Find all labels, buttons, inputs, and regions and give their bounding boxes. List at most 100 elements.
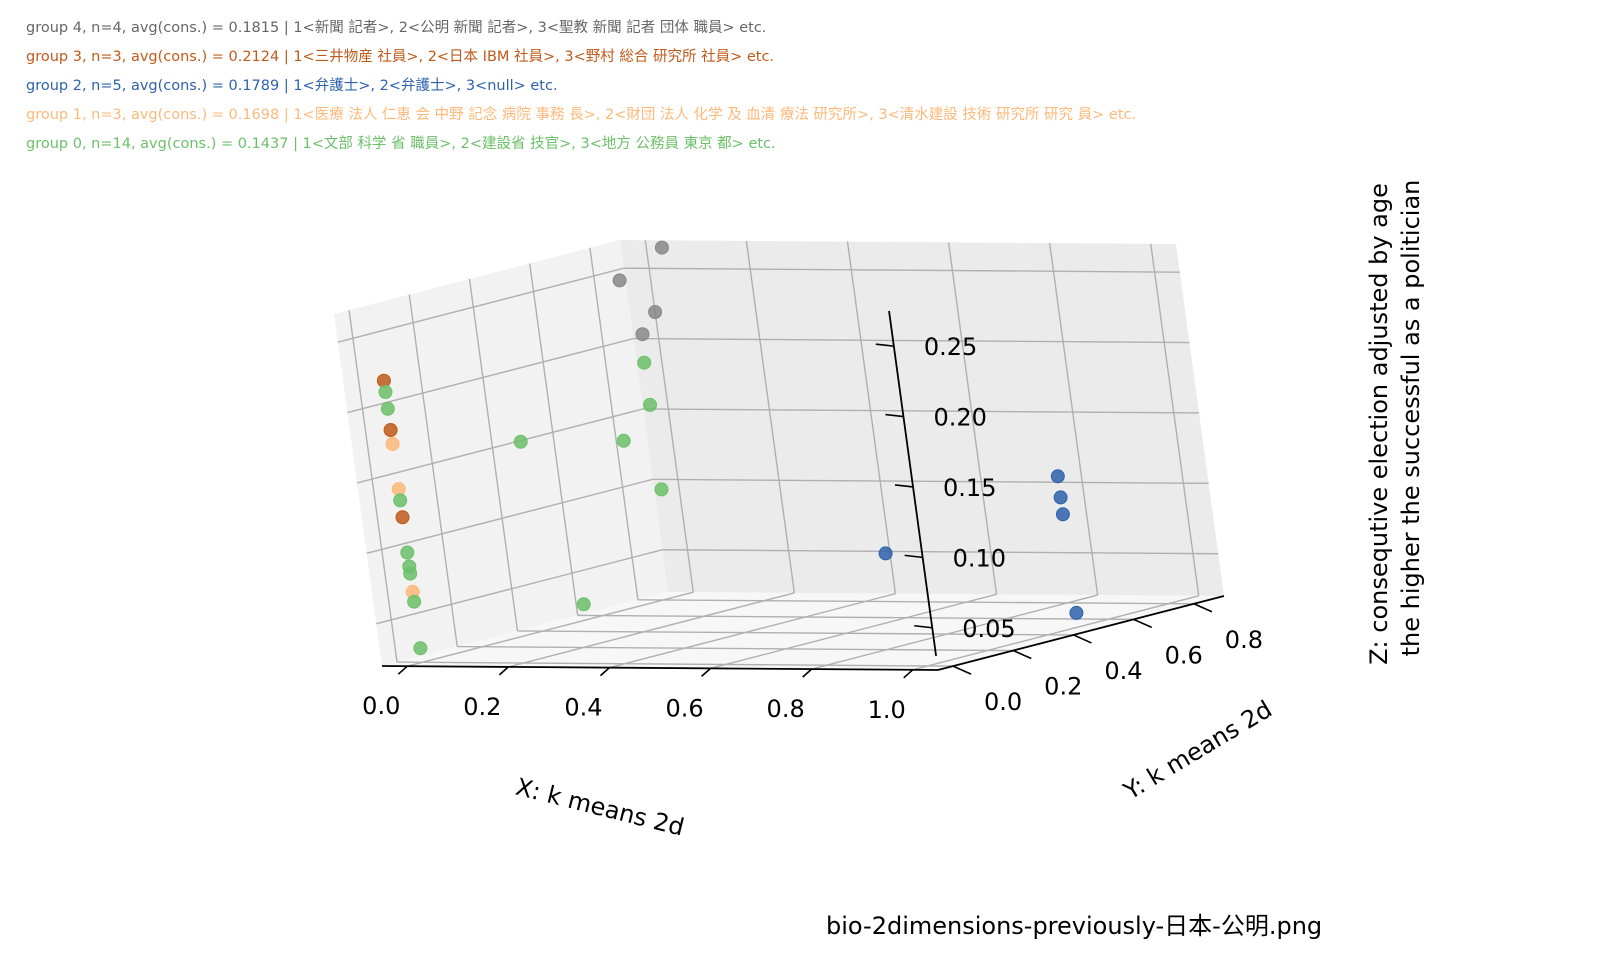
legend-entry: group 4, n=4, avg(cons.) = 0.1815 | 1<新聞…	[26, 20, 767, 36]
grid-line-x-floor	[710, 593, 997, 670]
grid-line-z-left	[356, 408, 644, 484]
x-tick-mark	[498, 666, 509, 676]
grid-line-z-back	[652, 478, 1209, 485]
z-tick-mark	[885, 413, 904, 418]
x-axis-label: X: k means 2d	[513, 773, 687, 842]
y-tick-label: 0.2	[1044, 673, 1082, 701]
data-point-group-2	[878, 546, 893, 561]
x-tick-mark	[903, 669, 914, 679]
floor-pane	[382, 592, 1224, 670]
axis-lines	[381, 310, 1225, 671]
data-point-group-0	[513, 434, 528, 449]
z-tick-mark	[875, 343, 894, 347]
y-tick-mark	[952, 665, 972, 675]
data-point-group-4	[612, 273, 627, 288]
legend-entry: group 1, n=3, avg(cons.) = 0.1698 | 1<医療…	[26, 107, 1137, 123]
grid-line-z-left	[366, 478, 653, 555]
data-point-group-4	[635, 327, 650, 342]
y-tick-label: 0.8	[1225, 626, 1263, 654]
grid-line-x-back	[644, 240, 694, 593]
grid-line-x-floor	[508, 592, 795, 668]
grid-line-x-back	[1048, 242, 1099, 596]
data-point-group-0	[654, 482, 669, 497]
y-axis-label: Y: k means 2d	[1118, 695, 1277, 806]
grid-line-x-floor	[912, 595, 1199, 671]
grid-line-y-left	[589, 247, 639, 600]
data-point-group-0	[403, 566, 418, 581]
data-point-group-0	[576, 597, 591, 612]
y-tick-label: 0.0	[984, 688, 1022, 716]
grid-line-x-back	[1150, 243, 1200, 596]
z-tick-mark	[904, 554, 923, 559]
grid-line-y-left	[408, 294, 458, 647]
data-point-group-1	[385, 437, 400, 451]
grid-line-z-back	[623, 267, 1180, 273]
grid-line-y-floor	[517, 630, 1074, 636]
x-tick-label: 0.6	[665, 694, 703, 722]
grid-line-x-back	[846, 241, 897, 594]
grid-line-z-back	[643, 408, 1200, 414]
axis-panes	[334, 240, 1224, 670]
grid-line-y-floor	[577, 614, 1134, 621]
y-axis-line	[937, 595, 1225, 671]
x-tick-mark	[701, 667, 712, 677]
legend-entry: group 2, n=5, avg(cons.) = 0.1789 | 1<弁護…	[26, 78, 558, 94]
left-pane	[334, 240, 668, 666]
grid-line-x-floor	[407, 591, 694, 667]
grid-line-x-floor	[609, 592, 896, 669]
data-point-group-0	[413, 641, 428, 656]
x-tick-label: 0.4	[564, 694, 602, 722]
z-tick-mark	[914, 624, 933, 629]
grid-line-x-back	[745, 240, 796, 594]
data-point-group-2	[1053, 490, 1068, 505]
data-point-group-3	[383, 423, 398, 437]
grid-line-y-left	[528, 263, 579, 616]
grid-line-y-left	[348, 310, 398, 663]
grid-line-y-floor	[637, 599, 1194, 605]
data-point-group-0	[616, 433, 631, 448]
y-tick-mark	[1193, 603, 1213, 613]
y-tick-label: 0.4	[1104, 657, 1142, 685]
x-tick-label: 0.8	[767, 695, 805, 723]
z-tick-mark	[894, 484, 914, 488]
grid-line-x-back	[947, 242, 998, 595]
x-tick-mark	[802, 668, 813, 678]
grid-line-z-back	[633, 337, 1190, 344]
grid-line-y-left	[468, 278, 519, 632]
z-tick-label: 0.15	[943, 474, 996, 502]
grid-line-z-left	[347, 337, 634, 414]
z-axis-label-line-1: Z: consequtive election adjusted by age	[1365, 183, 1393, 665]
data-point-group-4	[648, 305, 663, 319]
tick-marks: 0.0 0.2 0.4 0.6 0.8 1.0 0.0 0.2 0.4 0.6 0.8 0.05 0.1…	[362, 333, 1263, 724]
grid-line-y-floor	[457, 645, 1014, 652]
legend: group 4, n=4, avg(cons.) = 0.1815 | 1<新聞…	[26, 14, 1136, 159]
y-tick-mark	[1133, 618, 1153, 629]
data-point-group-3	[395, 510, 410, 525]
data-point-group-0	[393, 493, 408, 508]
file-name-caption: bio-2dimensions-previously-日本-公明.png	[826, 912, 1323, 940]
data-point-group-2	[1069, 605, 1084, 620]
data-point-group-0	[378, 385, 393, 399]
z-tick-label: 0.25	[924, 333, 977, 361]
data-point-group-0	[643, 397, 657, 412]
data-points	[376, 240, 1084, 656]
data-point-group-4	[654, 240, 669, 255]
z-tick-label: 0.10	[953, 544, 1006, 572]
data-point-group-0	[380, 401, 395, 416]
x-tick-mark	[599, 667, 610, 677]
legend-entry: group 0, n=14, avg(cons.) = 0.1437 | 1<文…	[26, 136, 776, 152]
data-point-group-0	[407, 594, 422, 609]
grid-line-z-back	[662, 549, 1219, 555]
data-point-group-2	[1055, 507, 1070, 522]
grid-line-z-left	[337, 267, 625, 343]
y-tick-label: 0.6	[1165, 641, 1203, 669]
grid-line-x-floor	[811, 594, 1098, 670]
data-point-group-2	[1050, 469, 1065, 484]
z-tick-label: 0.20	[933, 404, 986, 432]
data-point-group-0	[400, 545, 415, 560]
grid-line-z-left	[376, 549, 663, 625]
x-tick-label: 0.0	[362, 692, 400, 720]
grid-line-y-floor	[397, 661, 954, 667]
grid-lines	[337, 240, 1219, 671]
